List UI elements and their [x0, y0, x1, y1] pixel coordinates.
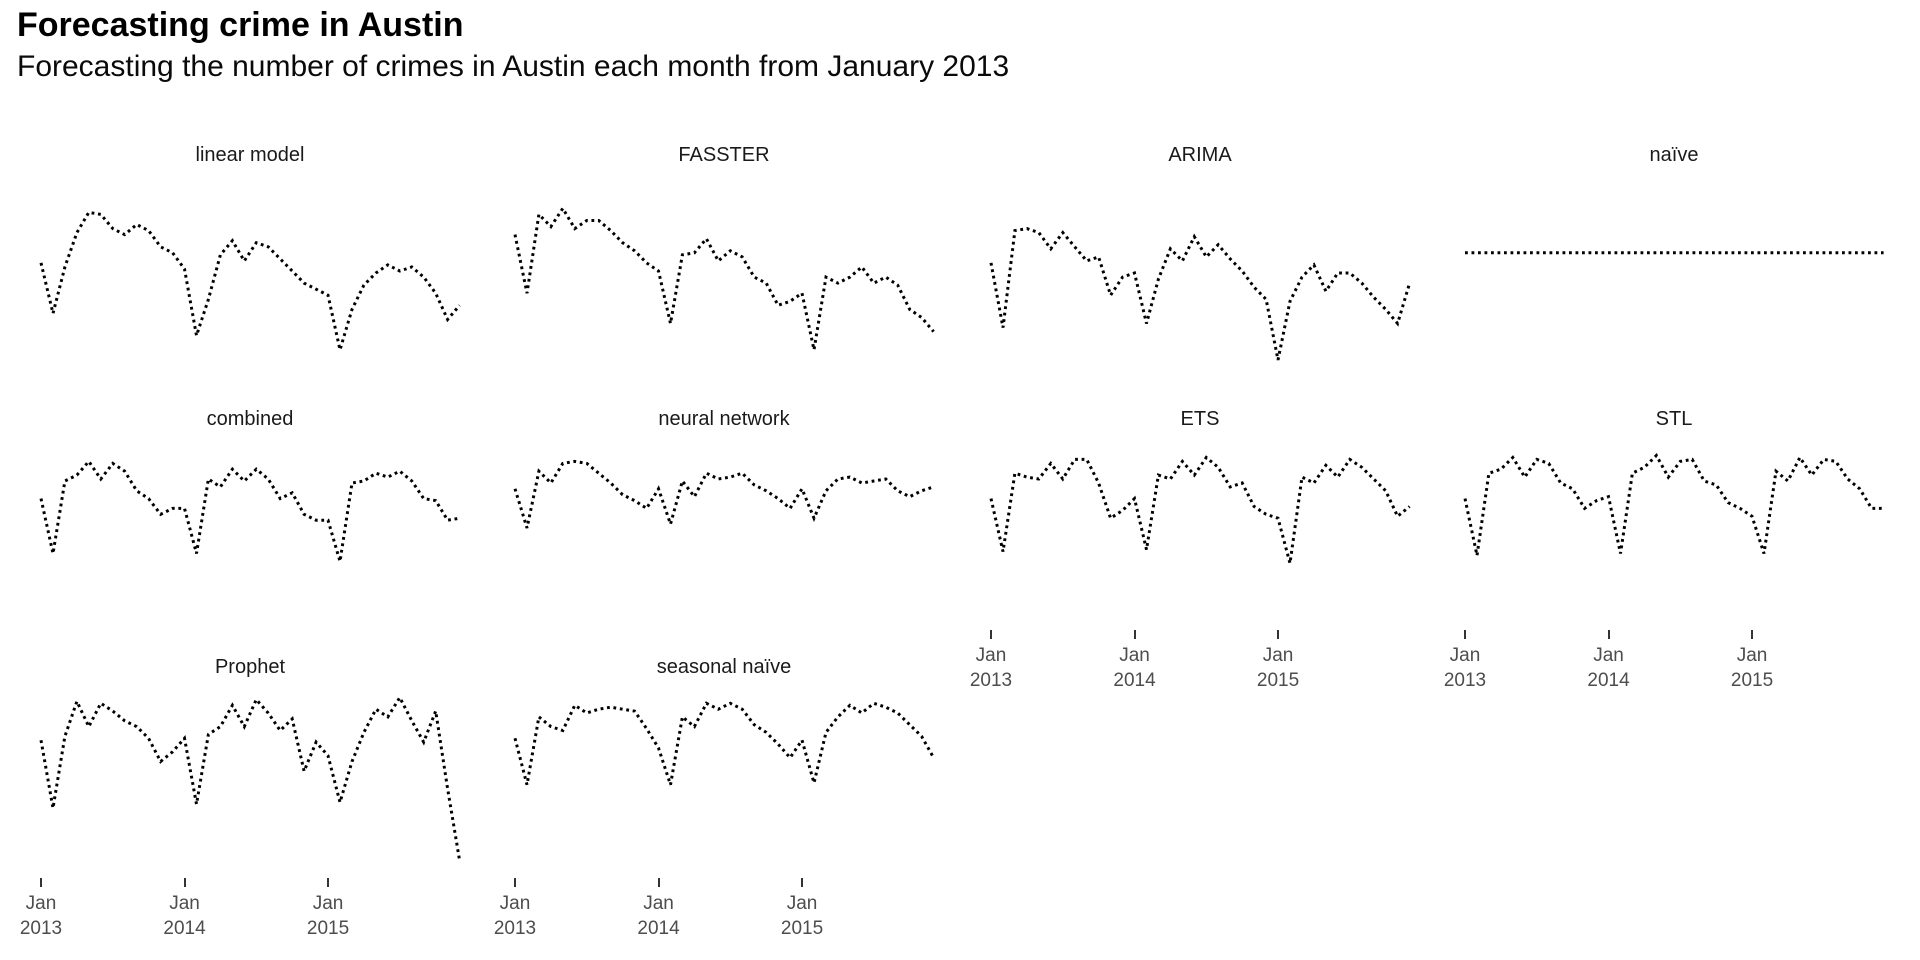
facet-title-seasonal-naive: seasonal naïve: [656, 656, 792, 678]
x-axis-tick: [1464, 630, 1466, 639]
x-axis-tick: [327, 878, 330, 887]
facet-title-ets: ETS: [1180, 408, 1220, 430]
chart-title: Forecasting crime in Austin: [17, 6, 464, 44]
facet-plot-stl: [1463, 453, 1884, 556]
series-line-neural-network: [513, 459, 935, 530]
x-axis-tick: [40, 878, 42, 887]
x-axis-label: Jan 2015: [780, 893, 824, 939]
facet-plot-linear-model: [39, 210, 461, 351]
facet-title-naive: naïve: [1649, 144, 1699, 166]
facet-title-prophet: Prophet: [214, 656, 286, 678]
series-line-combined: [39, 458, 460, 562]
x-axis-label: Jan 2015: [306, 893, 350, 939]
x-axis-tick: [1133, 630, 1136, 639]
facet-title-neural-network: neural network: [658, 408, 790, 430]
x-axis-tick: [183, 878, 186, 887]
facet-title-stl: STL: [1655, 408, 1693, 430]
x-axis-label: Jan 2015: [1256, 645, 1300, 691]
facet-title-arima: ARIMA: [1168, 144, 1232, 166]
series-line-fasster: [513, 205, 935, 351]
x-axis-label: Jan 2014: [163, 893, 206, 939]
facet-plot-neural-network: [513, 459, 935, 530]
x-axis-tick: [990, 630, 992, 639]
x-axis-tick: [1751, 630, 1754, 639]
x-axis-tick: [657, 878, 660, 887]
x-axis-label: Jan 2015: [1730, 645, 1774, 691]
x-axis-label: Jan 2013: [493, 893, 537, 939]
x-axis-tick: [1277, 630, 1280, 639]
x-axis-label: Jan 2014: [1113, 645, 1156, 691]
series-line-ets: [989, 455, 1411, 564]
x-axis-tick: [1607, 630, 1610, 639]
facet-title-fasster: FASSTER: [678, 144, 770, 166]
facet-plot-arima: [989, 227, 1412, 361]
facet-title-linear-model: linear model: [195, 144, 305, 166]
x-axis-label: Jan 2013: [19, 893, 63, 939]
x-axis-label: Jan 2013: [1443, 645, 1487, 691]
x-axis-label: Jan 2014: [637, 893, 680, 939]
x-axis-label: Jan 2013: [969, 645, 1013, 691]
series-line-linear-model: [39, 210, 461, 351]
series-line-arima: [989, 227, 1412, 361]
x-axis-tick: [514, 878, 516, 887]
facet-plot-fasster: [513, 205, 935, 351]
x-axis-label: Jan 2014: [1587, 645, 1630, 691]
series-line-seasonal-naive: [513, 701, 935, 789]
series-line-prophet: [39, 694, 462, 861]
facet-plot-seasonal-naive: [513, 701, 935, 789]
facet-title-combined: combined: [206, 408, 294, 430]
facet-plot-ets: [989, 455, 1411, 564]
facet-plot-combined: [39, 458, 460, 562]
facet-plot-naive: [1465, 251, 1884, 255]
chart-subtitle: Forecasting the number of crimes in Aust…: [17, 50, 1010, 83]
series-line-stl: [1463, 453, 1884, 556]
x-axis-tick: [801, 878, 804, 887]
facet-plot-prophet: [39, 694, 462, 861]
